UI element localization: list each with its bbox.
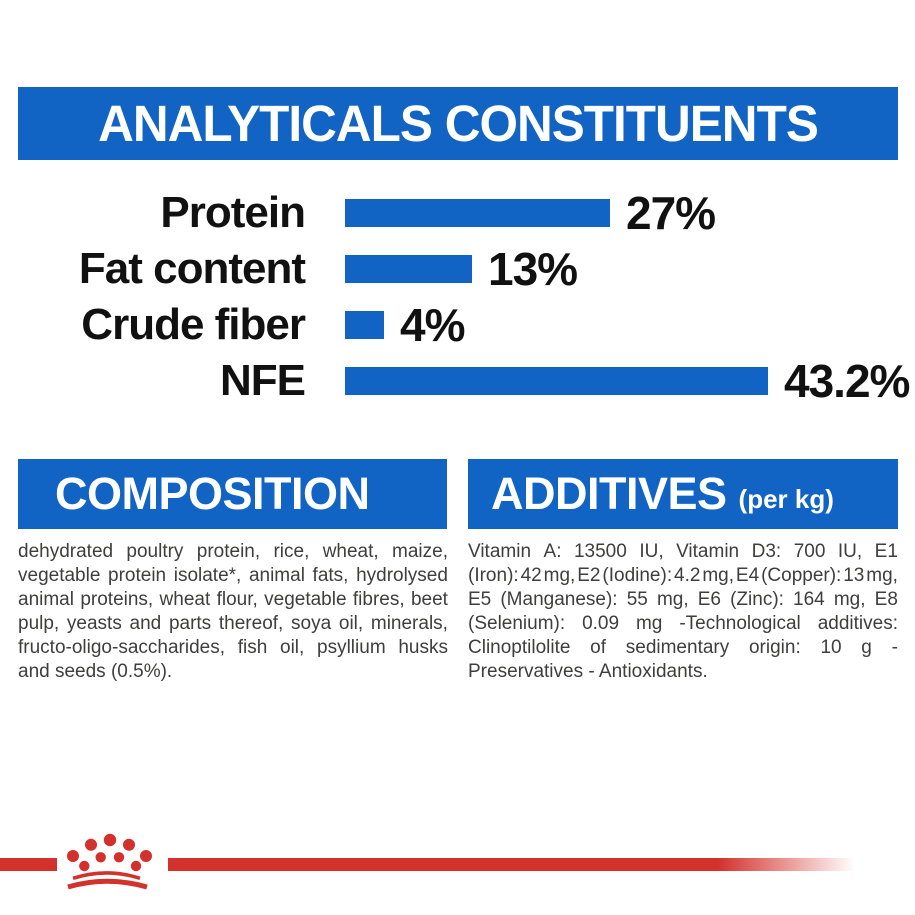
text-line: fructo-oligo-saccharides, fish oil, psylliu… bbox=[18, 637, 448, 658]
additives-title: ADDITIVES bbox=[491, 468, 727, 519]
text-line: (Selenium): 0.09 mg -Technological additives… bbox=[468, 613, 898, 634]
additives-text: Vitamin A: 13500 IU, Vitamin D3: 700 IU, E1 (Iron… bbox=[468, 540, 898, 684]
analytical-constituents-title: ANALYTICALS CONSTITUENTS bbox=[98, 95, 819, 152]
additives-unit-label: (per kg) bbox=[738, 483, 834, 514]
composition-text: dehydrated poultry protein, rice, wheat, maiz… bbox=[18, 540, 448, 684]
chart-row: Crude fiber 4% bbox=[0, 299, 915, 351]
text-line: E5 (Manganese): 55 mg, E6 (Zinc): 164 mg, E8 bbox=[468, 589, 898, 610]
red-stripe-left bbox=[0, 858, 57, 871]
chart-value-label: 27% bbox=[626, 187, 716, 239]
chart-category-label: Fat content bbox=[78, 244, 306, 293]
text-line: and seeds (0.5%). bbox=[18, 661, 173, 682]
chart-bar bbox=[345, 367, 768, 395]
analytical-constituents-banner: ANALYTICALS CONSTITUENTS bbox=[18, 87, 898, 160]
analytical-constituents-chart: Protein 27% Fat content 13% Crude fiber 4% NFE… bbox=[0, 187, 915, 407]
chart-row: Fat content 13% bbox=[0, 243, 915, 295]
composition-banner: COMPOSITION bbox=[18, 459, 447, 529]
text-line: Preservatives - Antioxidants. bbox=[468, 661, 708, 682]
chart-category-label: NFE bbox=[220, 356, 306, 405]
chart-value-label: 4% bbox=[400, 299, 465, 351]
text-line: vegetable protein isolate*, animal fats, hydr… bbox=[18, 565, 448, 586]
text-line: dehydrated poultry protein, rice, wheat, maiz… bbox=[18, 541, 448, 562]
chart-category-label: Protein bbox=[160, 188, 306, 237]
chart-bar bbox=[345, 255, 472, 283]
chart-row: Protein 27% bbox=[0, 187, 915, 239]
chart-value-label: 13% bbox=[488, 243, 578, 295]
chart-row: NFE 43.2% bbox=[0, 355, 915, 407]
text-line: (Iron): 42 mg, E2 (Iodine): 4.2 mg, E4 (Copper):… bbox=[468, 565, 898, 586]
royal-canin-crown-logo bbox=[67, 833, 152, 890]
chart-category-label: Crude fiber bbox=[81, 300, 306, 349]
text-line: Vitamin A: 13500 IU, Vitamin D3: 700 IU, E1 bbox=[468, 541, 898, 562]
chart-value-label: 43.2% bbox=[784, 355, 910, 407]
additives-banner: ADDITIVES (per kg) bbox=[468, 459, 898, 529]
composition-title: COMPOSITION bbox=[55, 468, 370, 519]
chart-bar bbox=[345, 311, 384, 339]
red-stripe-right bbox=[168, 858, 855, 871]
chart-bar bbox=[345, 199, 610, 227]
text-line: animal proteins, wheat flour, vegetable fibre… bbox=[18, 589, 448, 610]
text-line: pulp, yeasts and parts thereof, soya oil, miner… bbox=[18, 613, 448, 634]
text-line: Clinoptilolite of sedimentary origin: 10 g - bbox=[468, 637, 898, 658]
